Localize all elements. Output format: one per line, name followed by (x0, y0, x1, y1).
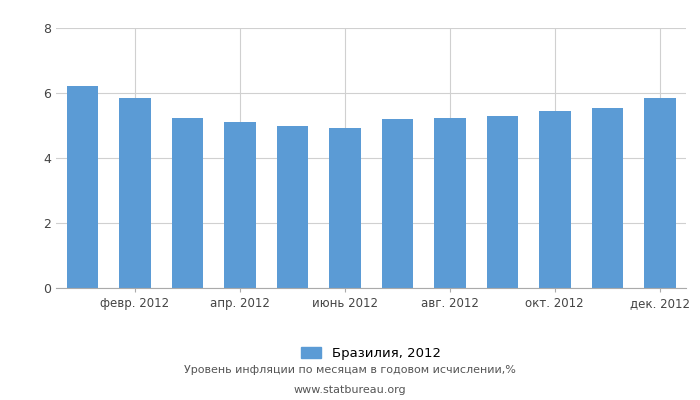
Text: www.statbureau.org: www.statbureau.org (294, 385, 406, 395)
Bar (276, 126, 308, 288)
Bar (119, 98, 150, 288)
Bar (172, 118, 203, 288)
Bar (434, 118, 466, 288)
Bar (539, 111, 570, 288)
Bar (644, 98, 676, 288)
Bar (224, 122, 256, 288)
Text: Уровень инфляции по месяцам в годовом исчислении,%: Уровень инфляции по месяцам в годовом ис… (184, 365, 516, 375)
Bar (66, 86, 98, 288)
Bar (382, 119, 413, 288)
Bar (592, 108, 623, 288)
Legend: Бразилия, 2012: Бразилия, 2012 (296, 341, 446, 365)
Bar (486, 116, 518, 288)
Bar (329, 128, 360, 288)
